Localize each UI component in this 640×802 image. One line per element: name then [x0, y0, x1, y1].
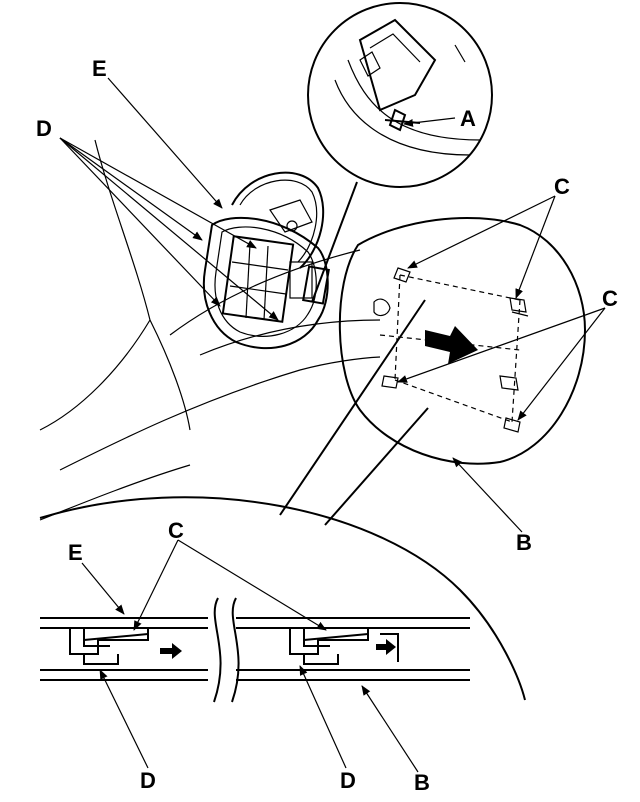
label-b-section: B: [414, 770, 430, 795]
label-d-top: D: [36, 116, 52, 141]
connector-lines: [279, 181, 429, 526]
label-c-section: C: [168, 518, 184, 543]
detail-circle-b: [338, 217, 587, 465]
callout-labels: A E D C C B E C D D B: [36, 56, 618, 795]
fuel-fill-door-assembly: [203, 171, 330, 350]
car-body-outline: [39, 139, 381, 521]
label-d-section-right: D: [340, 768, 356, 793]
label-c-right: C: [602, 286, 618, 311]
leader-lines: [59, 77, 606, 773]
label-b-detail: B: [516, 530, 532, 555]
label-a: A: [460, 106, 476, 131]
detail-circle-a: [307, 2, 493, 188]
label-e-section: E: [68, 540, 83, 565]
label-d-section-left: D: [140, 768, 156, 793]
label-c-top: C: [554, 174, 570, 199]
label-e-top: E: [92, 56, 107, 81]
cross-section-view: [39, 496, 526, 703]
